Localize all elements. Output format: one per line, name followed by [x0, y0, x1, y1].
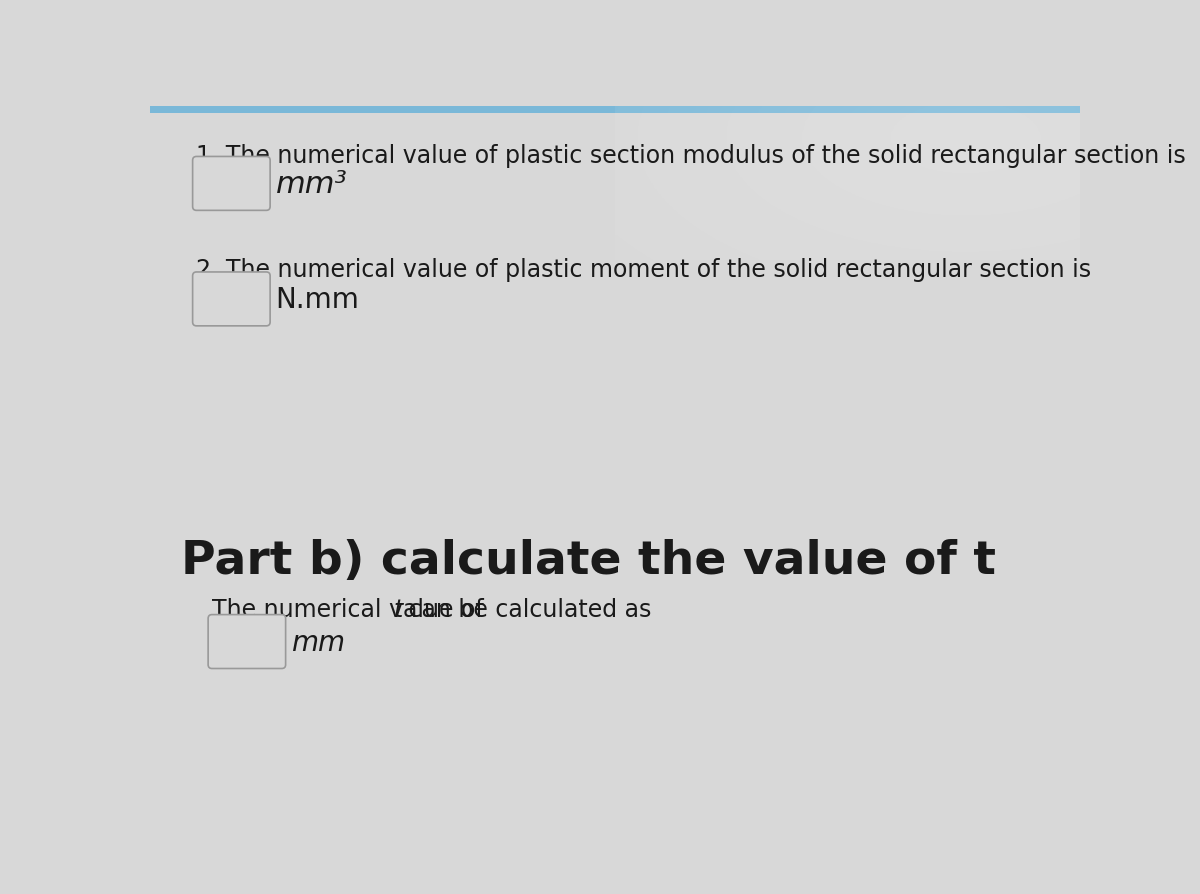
Text: N.mm: N.mm — [276, 285, 360, 314]
Text: Part b) calculate the value of t: Part b) calculate the value of t — [181, 538, 996, 583]
Text: The numerical value of: The numerical value of — [212, 597, 491, 621]
FancyBboxPatch shape — [193, 157, 270, 211]
Text: 2. The numerical value of plastic moment of the solid rectangular section is: 2. The numerical value of plastic moment… — [197, 257, 1092, 282]
Bar — [150, 107, 1080, 114]
Text: mm: mm — [292, 628, 346, 656]
Text: 1. The numerical value of plastic section modulus of the solid rectangular secti: 1. The numerical value of plastic sectio… — [197, 143, 1187, 167]
FancyBboxPatch shape — [208, 615, 286, 669]
Text: mm³: mm³ — [276, 170, 347, 198]
FancyBboxPatch shape — [193, 273, 270, 326]
Text: t: t — [394, 597, 403, 621]
Text: can be calculated as: can be calculated as — [401, 597, 650, 621]
